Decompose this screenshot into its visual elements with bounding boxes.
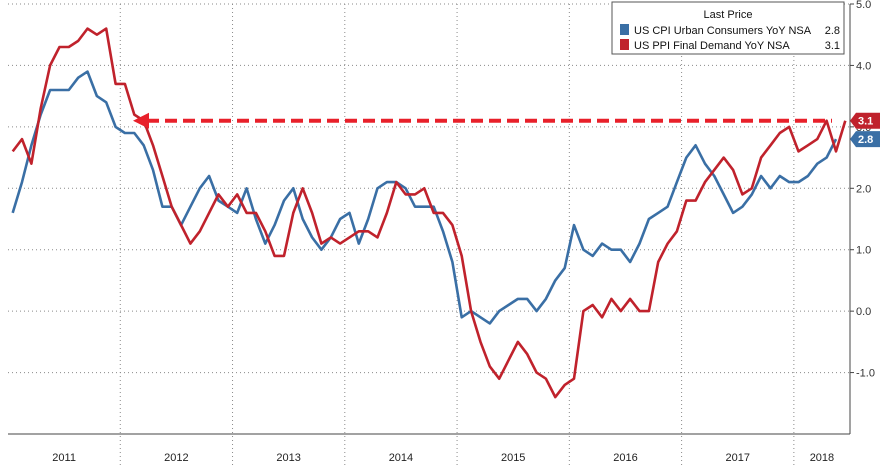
legend-value-cpi: 2.8 (825, 25, 840, 37)
legend-entry-cpi: US CPI Urban Consumers YoY NSA (634, 25, 812, 37)
legend: Last Price US CPI Urban Consumers YoY NS… (611, 1, 845, 55)
ppi-last-value-tag (850, 112, 880, 129)
cpi-last-value-tag (850, 131, 880, 148)
x-axis-year-labels: 2011 2012 2013 2014 2015 2016 2017 2018 (52, 452, 834, 464)
reference-arrowhead (133, 112, 149, 129)
cpi-line (11, 70, 838, 325)
legend-swatch-cpi (620, 24, 629, 35)
series-lines (11, 27, 847, 399)
y-tick-label: 4.0 (856, 60, 871, 72)
year-label: 2012 (164, 452, 188, 464)
year-label: 2017 (725, 452, 749, 464)
y-tick-label: 5.0 (856, 0, 871, 11)
y-tick-label: 1.0 (856, 245, 871, 257)
ppi-last-value-label: 3.1 (858, 116, 873, 128)
year-label: 2018 (810, 452, 834, 464)
legend-box (611, 1, 845, 55)
year-label: 2016 (613, 452, 637, 464)
plot-area (8, 4, 850, 434)
y-tick-label: 2.0 (856, 183, 871, 195)
legend-title: Last Price (704, 9, 753, 21)
y-tick-label: -1.0 (856, 368, 875, 380)
year-label: 2011 (52, 452, 76, 464)
last-value-tags: 3.1 2.8 (850, 112, 880, 148)
year-separators (119, 4, 795, 466)
ppi-line (11, 27, 847, 399)
legend-value-ppi: 3.1 (825, 40, 840, 52)
year-label: 2013 (276, 452, 300, 464)
legend-entry-ppi: US PPI Final Demand YoY NSA (634, 40, 790, 52)
reference-arrow (133, 112, 832, 129)
year-label: 2014 (389, 452, 413, 464)
legend-swatch-ppi (620, 39, 629, 50)
cpi-last-value-label: 2.8 (858, 134, 873, 146)
y-tick-label: 0.0 (856, 306, 871, 318)
year-label: 2015 (501, 452, 525, 464)
